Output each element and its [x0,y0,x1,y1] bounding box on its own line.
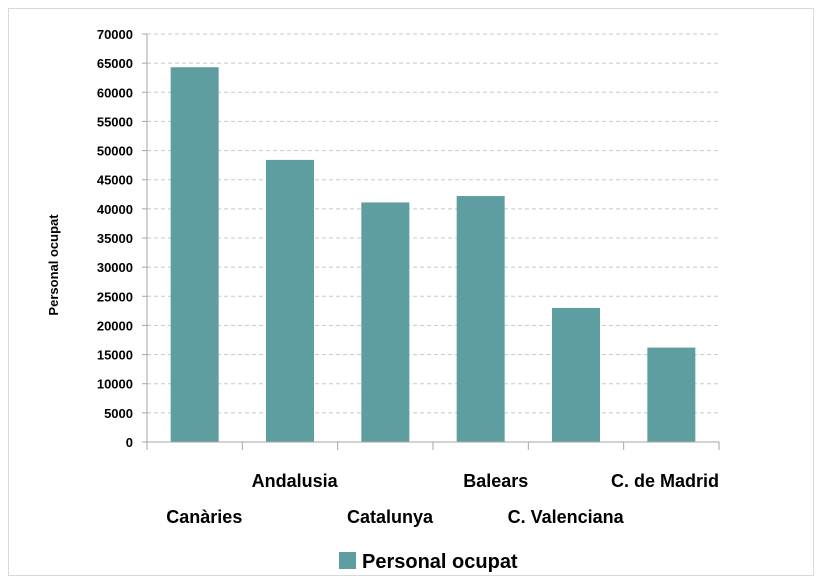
legend: Personal ocupat [339,551,518,573]
y-tick-label: 70000 [97,27,133,42]
y-tick-label: 20000 [97,318,133,333]
y-tick-label: 0 [126,435,133,450]
bar [266,159,314,442]
x-tick-label: C. Valenciana [508,507,625,527]
x-tick-label: Balears [463,471,528,491]
legend-label: Personal ocupat [362,551,518,573]
x-tick-label: Catalunya [347,507,434,527]
y-tick-label: 50000 [97,144,133,159]
y-tick-label: 60000 [97,85,133,100]
legend-swatch [339,552,356,569]
y-tick-labels: 0 5000 10000 15000 20000 25000 30000 35000 40000… [97,27,133,450]
y-tick-label: 25000 [97,289,133,304]
bar [170,67,219,443]
bar [456,196,505,442]
y-tick-label: 55000 [97,114,133,129]
chart-frame [8,8,814,576]
axes [146,34,720,450]
y-axis-label: Personal ocupat [46,214,61,316]
y-tick-label: 45000 [97,173,133,188]
bar [361,202,410,442]
bar [647,347,696,442]
y-tick-label: 35000 [97,231,133,246]
y-tick-label: 15000 [97,348,133,363]
gridlines [142,33,719,443]
y-tick-label: 10000 [97,377,133,392]
y-tick-label: 5000 [104,406,133,421]
x-tick-label: Canàries [166,507,242,527]
x-tick-label: C. de Madrid [611,471,719,491]
y-tick-label: 30000 [97,260,133,275]
bar [552,307,600,442]
x-tick-label: Andalusia [252,471,339,491]
y-tick-label: 40000 [97,202,133,217]
x-tick-labels: Canàries Andalusia Catalunya Balears C. Vale… [166,471,719,527]
bars [170,67,696,443]
y-tick-label: 65000 [97,56,133,71]
